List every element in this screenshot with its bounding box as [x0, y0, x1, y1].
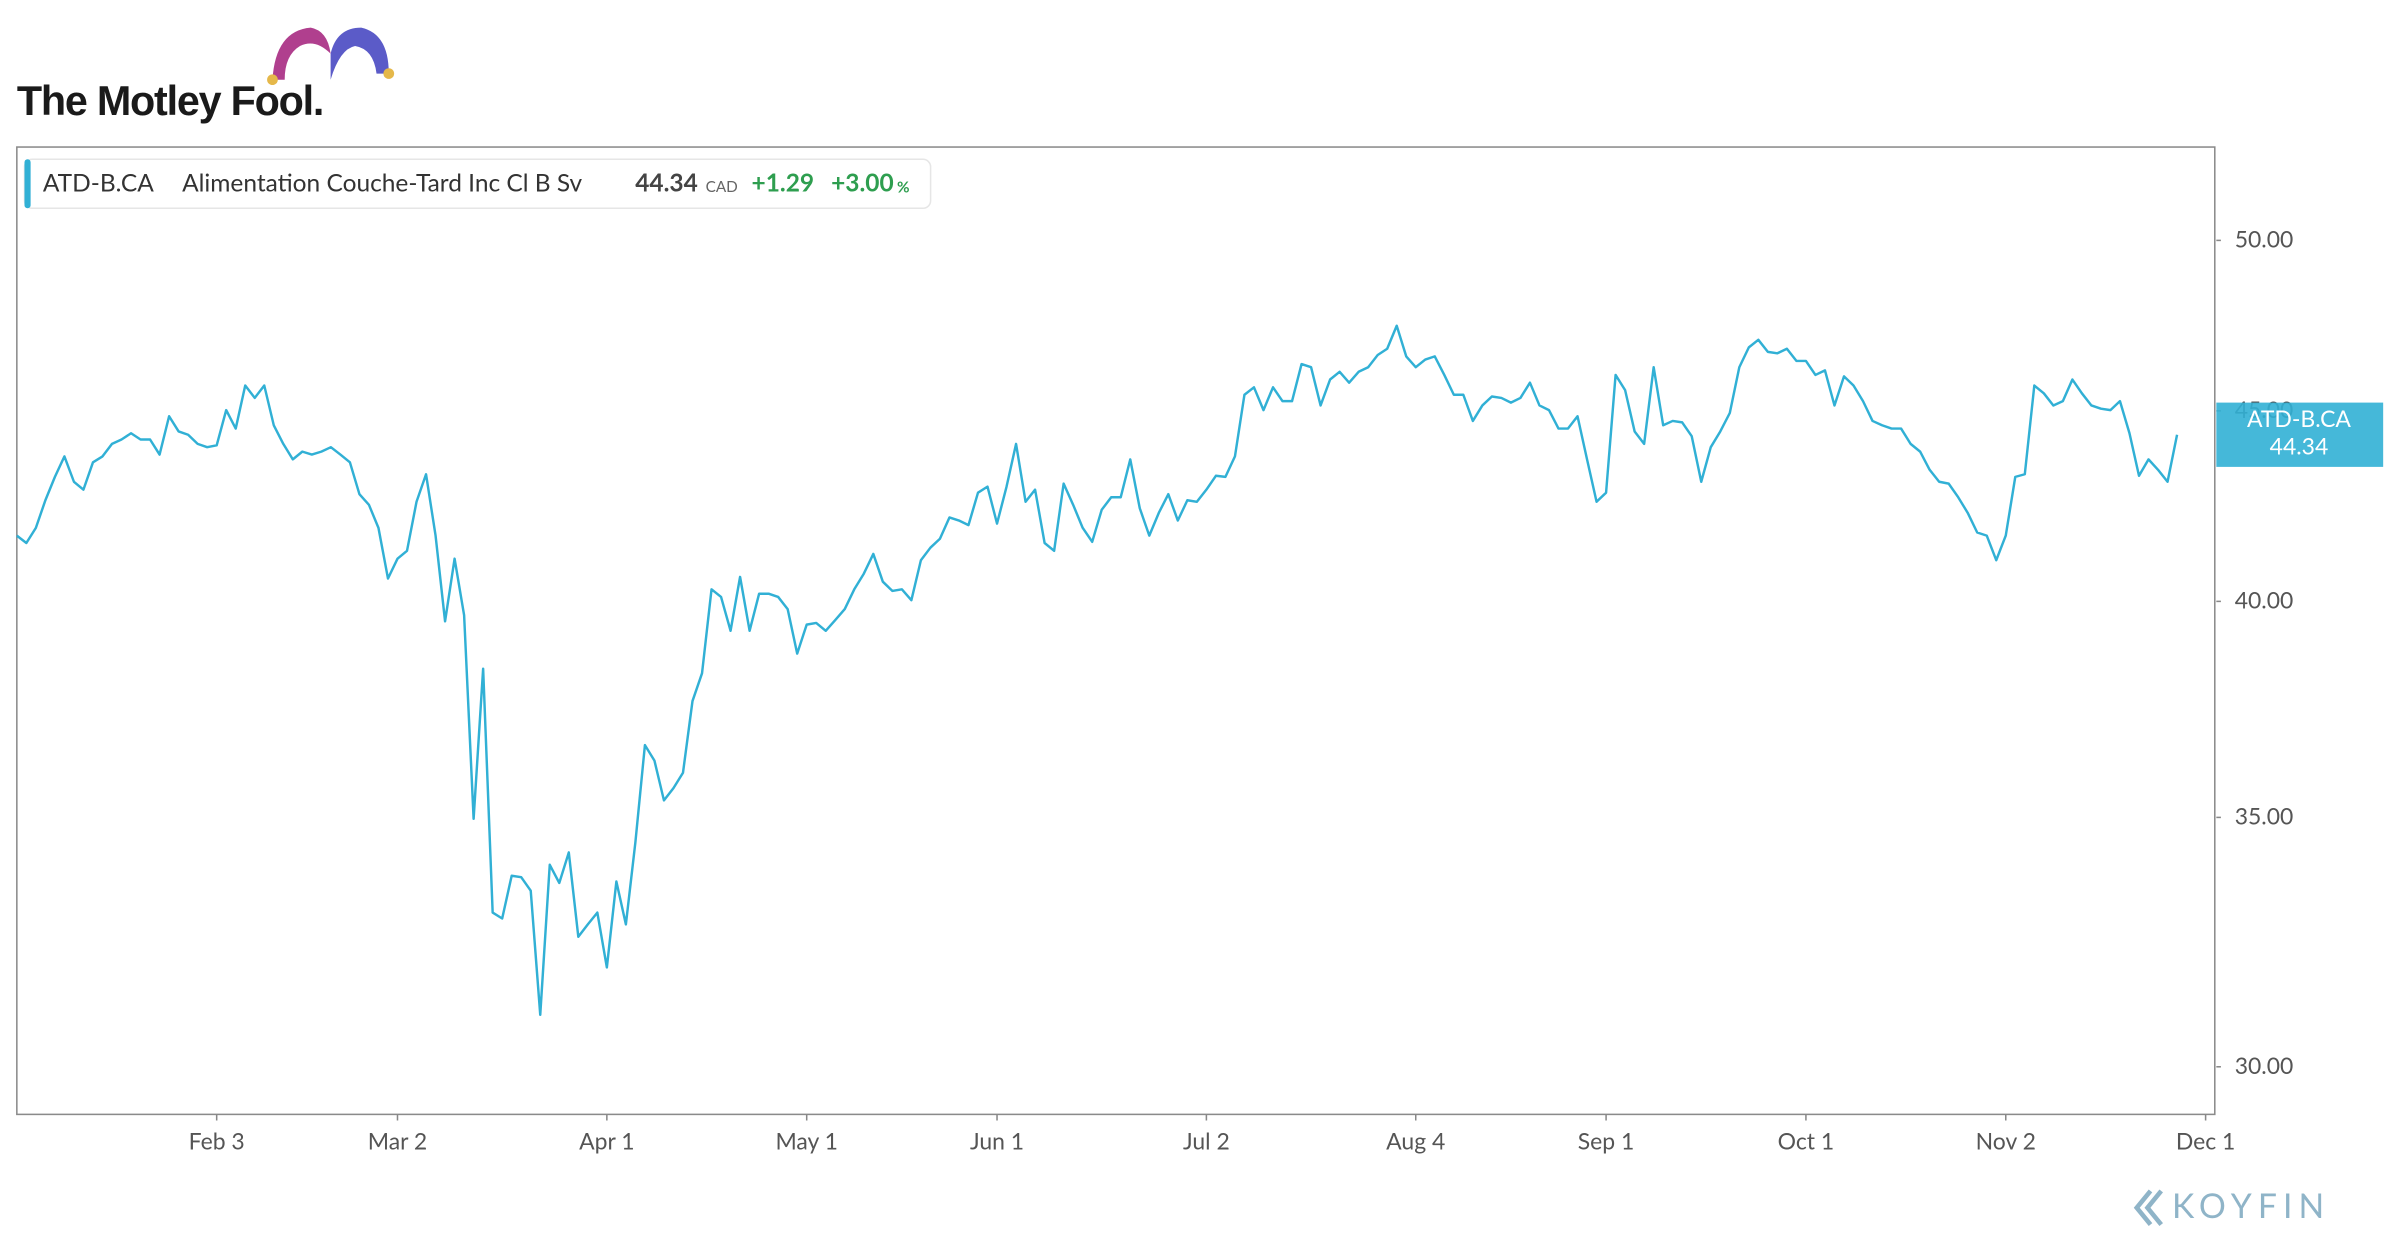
last-price-name: ATD-B.CA — [2247, 404, 2351, 432]
x-tick-label: Jul 2 — [1183, 1126, 1230, 1154]
currency: CAD — [706, 178, 738, 196]
x-tick-label: Aug 4 — [1386, 1126, 1445, 1154]
brand-name: The Motley Fool. — [17, 78, 323, 124]
x-tick-label: Feb 3 — [189, 1126, 245, 1154]
y-tick-label: 50.00 — [2235, 225, 2294, 253]
x-tick-label: May 1 — [775, 1126, 838, 1154]
last-price-value: 44.34 — [2270, 431, 2329, 459]
last-price-box — [2216, 402, 2384, 467]
bell — [267, 74, 278, 86]
logo: The Motley Fool. — [17, 27, 395, 124]
change-pct: +3.00 — [831, 169, 894, 198]
pct-sign: % — [897, 178, 910, 196]
x-tick-label: Jun 1 — [970, 1126, 1024, 1154]
price-line — [16, 324, 2179, 1016]
x-tick-label: Oct 1 — [1778, 1126, 1835, 1154]
x-tick-label: Nov 2 — [1976, 1126, 2036, 1154]
y-tick-label: 35.00 — [2235, 802, 2294, 830]
x-tick-label: Sep 1 — [1578, 1126, 1635, 1154]
source-logo: KOYFIN — [2133, 1186, 2330, 1227]
source: KOYFIN — [2172, 1186, 2330, 1226]
y-tick-label: 40.00 — [2235, 586, 2294, 614]
koyfin-icon — [2133, 1189, 2164, 1227]
change: +1.29 — [752, 169, 815, 198]
x-tick-label: Dec 1 — [2176, 1126, 2236, 1154]
plot-frame — [16, 146, 2216, 1116]
quote-legend: ATD-B.CA Alimentation Couche-Tard Inc Cl… — [23, 158, 932, 210]
bell — [383, 68, 395, 79]
company-name: Alimentation Couche-Tard Inc Cl B Sv — [182, 169, 582, 198]
symbol: ATD-B.CA — [43, 169, 154, 198]
jester-left — [272, 27, 331, 80]
legend-swatch — [24, 159, 31, 209]
x-tick-label: Apr 1 — [579, 1126, 634, 1154]
jester-right — [330, 27, 389, 80]
x-tick-label: Mar 2 — [368, 1126, 427, 1154]
price: 44.34 — [635, 169, 698, 198]
y-tick-label: 30.00 — [2235, 1051, 2294, 1079]
